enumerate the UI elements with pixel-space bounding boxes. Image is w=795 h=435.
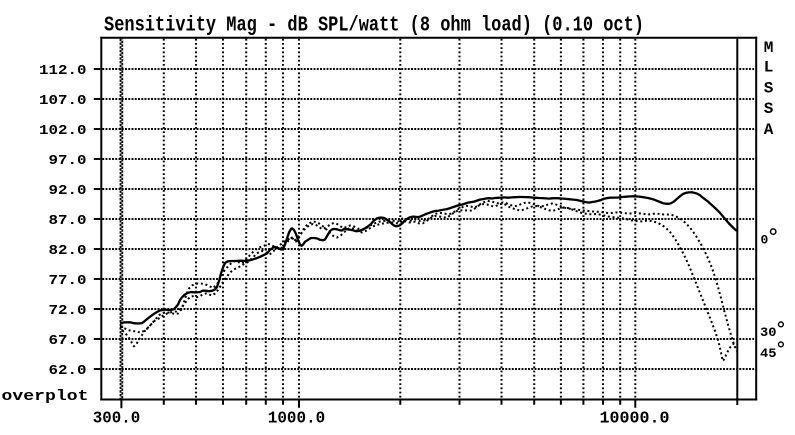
svg-text:Sensitivity Mag - dB SPL/watt: Sensitivity Mag - dB SPL/watt (8 ohm loa… <box>104 15 644 38</box>
svg-text:A: A <box>764 121 774 139</box>
svg-text:82.0: 82.0 <box>49 243 87 259</box>
svg-text:72.0: 72.0 <box>49 303 87 319</box>
svg-text:62.0: 62.0 <box>49 363 87 379</box>
svg-text:30: 30 <box>760 326 777 340</box>
svg-text:97.0: 97.0 <box>49 153 87 169</box>
svg-text:overplot: overplot <box>2 388 89 405</box>
svg-text:10000.0: 10000.0 <box>600 410 670 429</box>
svg-text:107.0: 107.0 <box>39 93 87 109</box>
svg-text:45: 45 <box>760 347 777 361</box>
svg-text:67.0: 67.0 <box>49 333 87 349</box>
svg-text:0: 0 <box>761 233 769 248</box>
svg-text:87.0: 87.0 <box>49 213 87 229</box>
svg-text:102.0: 102.0 <box>39 123 87 139</box>
svg-text:300.0: 300.0 <box>93 410 141 429</box>
svg-text:112.0: 112.0 <box>39 63 87 79</box>
svg-text:77.0: 77.0 <box>49 273 87 289</box>
svg-text:S: S <box>764 79 774 97</box>
svg-text:M: M <box>764 39 774 57</box>
svg-text:92.0: 92.0 <box>49 183 87 199</box>
svg-text:1000.0: 1000.0 <box>268 410 326 429</box>
svg-text:S: S <box>764 100 774 118</box>
svg-text:L: L <box>764 59 774 77</box>
